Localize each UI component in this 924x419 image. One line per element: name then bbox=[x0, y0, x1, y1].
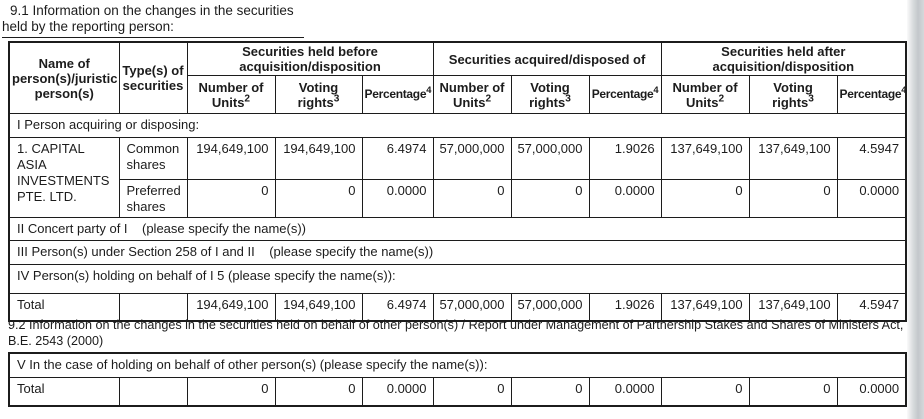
page-edge-shadow bbox=[907, 0, 924, 419]
units-label: Number of Units bbox=[672, 79, 738, 110]
voting-footnote-ref: 3 bbox=[333, 93, 340, 105]
total-units-before: 0 bbox=[186, 376, 276, 407]
col-header-pct-after: Percentage4 bbox=[836, 75, 907, 114]
preferred-units-acquired: 0 bbox=[432, 179, 512, 218]
pct-footnote-ref: 4 bbox=[901, 85, 907, 95]
total-voting-acquired: 57,000,000 bbox=[510, 293, 590, 321]
preferred-voting-acquired: 0 bbox=[510, 179, 590, 218]
total-pct-before: 6.4974 bbox=[361, 293, 434, 321]
common-units-after: 137,649,100 bbox=[660, 137, 750, 180]
person-name-cell: 1. CAPITAL ASIA INVESTMENTS PTE. LTD. bbox=[8, 137, 120, 218]
col-header-voting-before: Voting rights3 bbox=[274, 75, 363, 114]
section-row-iv: IV Person(s) holding on behalf of I 5 (p… bbox=[8, 264, 907, 294]
col-header-voting-after: Voting rights3 bbox=[748, 75, 838, 114]
voting-label: Voting rights bbox=[529, 79, 570, 110]
securities-changes-table: Name of person(s)/juristic person(s) Typ… bbox=[8, 41, 908, 322]
col-header-pct-before: Percentage4 bbox=[361, 75, 434, 114]
pct-footnote-ref: 4 bbox=[426, 85, 432, 95]
group-header-after: Securities held after acquisition/dispos… bbox=[660, 41, 907, 76]
total-voting-acquired: 0 bbox=[510, 376, 590, 407]
total-voting-before: 194,649,100 bbox=[274, 293, 363, 321]
col-header-units-after: Number of Units2 bbox=[660, 75, 750, 114]
preferred-voting-after: 0 bbox=[748, 179, 838, 218]
common-pct-after: 4.5947 bbox=[836, 137, 907, 180]
section-91-heading: 9.1 Information on the changes in the se… bbox=[2, 3, 304, 38]
preferred-voting-before: 0 bbox=[274, 179, 363, 218]
preferred-pct-before: 0.0000 bbox=[361, 179, 434, 218]
total-label: Total bbox=[8, 293, 120, 321]
units-footnote-ref: 2 bbox=[244, 93, 251, 105]
units-footnote-ref: 2 bbox=[485, 93, 492, 105]
common-voting-acquired: 57,000,000 bbox=[510, 137, 590, 180]
col-header-units-acquired: Number of Units2 bbox=[432, 75, 512, 114]
voting-footnote-ref: 3 bbox=[565, 93, 571, 105]
section-row-i: I Person acquiring or disposing: bbox=[8, 113, 907, 138]
common-voting-after: 137,649,100 bbox=[748, 137, 838, 180]
group-header-acquired: Securities acquired/disposed of bbox=[432, 41, 662, 76]
common-pct-before: 6.4974 bbox=[361, 137, 434, 180]
total-pct-before: 0.0000 bbox=[361, 376, 434, 407]
total-units-acquired: 0 bbox=[432, 376, 512, 407]
security-type-cell: Common shares bbox=[118, 137, 188, 180]
preferred-pct-acquired: 0.0000 bbox=[588, 179, 662, 218]
total-type-cell-empty bbox=[118, 376, 188, 407]
common-pct-acquired: 1.9026 bbox=[588, 137, 662, 180]
voting-label: Voting rights bbox=[772, 79, 813, 110]
pct-label: Percentage bbox=[591, 87, 654, 101]
total-type-cell-empty bbox=[118, 293, 188, 321]
section-row-ii: II Concert party of I (please specify th… bbox=[8, 217, 907, 241]
section-91-heading-line1: 9.1 Information on the changes in the se… bbox=[10, 3, 294, 18]
total-voting-after: 0 bbox=[748, 376, 838, 407]
total-pct-acquired: 0.0000 bbox=[588, 376, 662, 407]
preferred-units-after: 0 bbox=[660, 179, 750, 218]
common-units-acquired: 57,000,000 bbox=[432, 137, 512, 180]
preferred-units-before: 0 bbox=[186, 179, 276, 218]
section-row-v: V In the case of holding on behalf of ot… bbox=[8, 352, 907, 378]
holding-on-behalf-table: V In the case of holding on behalf of ot… bbox=[8, 352, 908, 407]
voting-footnote-ref: 3 bbox=[808, 93, 814, 105]
section-92-heading: 9.2 Information on the changes in the se… bbox=[8, 318, 904, 348]
units-footnote-ref: 2 bbox=[718, 93, 725, 105]
section-row-iii: III Person(s) under Section 258 of I and… bbox=[8, 240, 907, 265]
total-units-after: 0 bbox=[660, 376, 750, 407]
preferred-pct-after: 0.0000 bbox=[836, 179, 907, 218]
total-units-before: 194,649,100 bbox=[186, 293, 276, 321]
total-pct-after: 0.0000 bbox=[836, 376, 907, 407]
total-pct-acquired: 1.9026 bbox=[588, 293, 662, 321]
pct-footnote-ref: 4 bbox=[653, 85, 659, 95]
total-units-after: 137,649,100 bbox=[660, 293, 750, 321]
total-voting-after: 137,649,100 bbox=[748, 293, 838, 321]
col-header-pct-acquired: Percentage4 bbox=[588, 75, 662, 114]
pct-label: Percentage bbox=[364, 87, 427, 101]
voting-label: Voting rights bbox=[297, 79, 339, 110]
pct-label: Percentage bbox=[839, 87, 902, 101]
total-pct-after: 4.5947 bbox=[836, 293, 907, 321]
total-label: Total bbox=[8, 376, 120, 407]
common-units-before: 194,649,100 bbox=[186, 137, 276, 180]
col-header-voting-acquired: Voting rights3 bbox=[510, 75, 590, 114]
group-header-before: Securities held before acquisition/dispo… bbox=[186, 41, 434, 76]
total-voting-before: 0 bbox=[274, 376, 363, 407]
section-91-heading-line2: held by the reporting person: bbox=[2, 19, 304, 38]
col-header-type: Type(s) of securities bbox=[118, 41, 188, 114]
total-units-acquired: 57,000,000 bbox=[432, 293, 512, 321]
units-label: Number of Units bbox=[439, 79, 505, 110]
units-label: Number of Units bbox=[198, 79, 264, 110]
col-header-units-before: Number of Units2 bbox=[186, 75, 276, 114]
col-header-name: Name of person(s)/juristic person(s) bbox=[8, 41, 120, 114]
common-voting-before: 194,649,100 bbox=[274, 137, 363, 180]
security-type-cell: Preferred shares bbox=[118, 179, 188, 218]
